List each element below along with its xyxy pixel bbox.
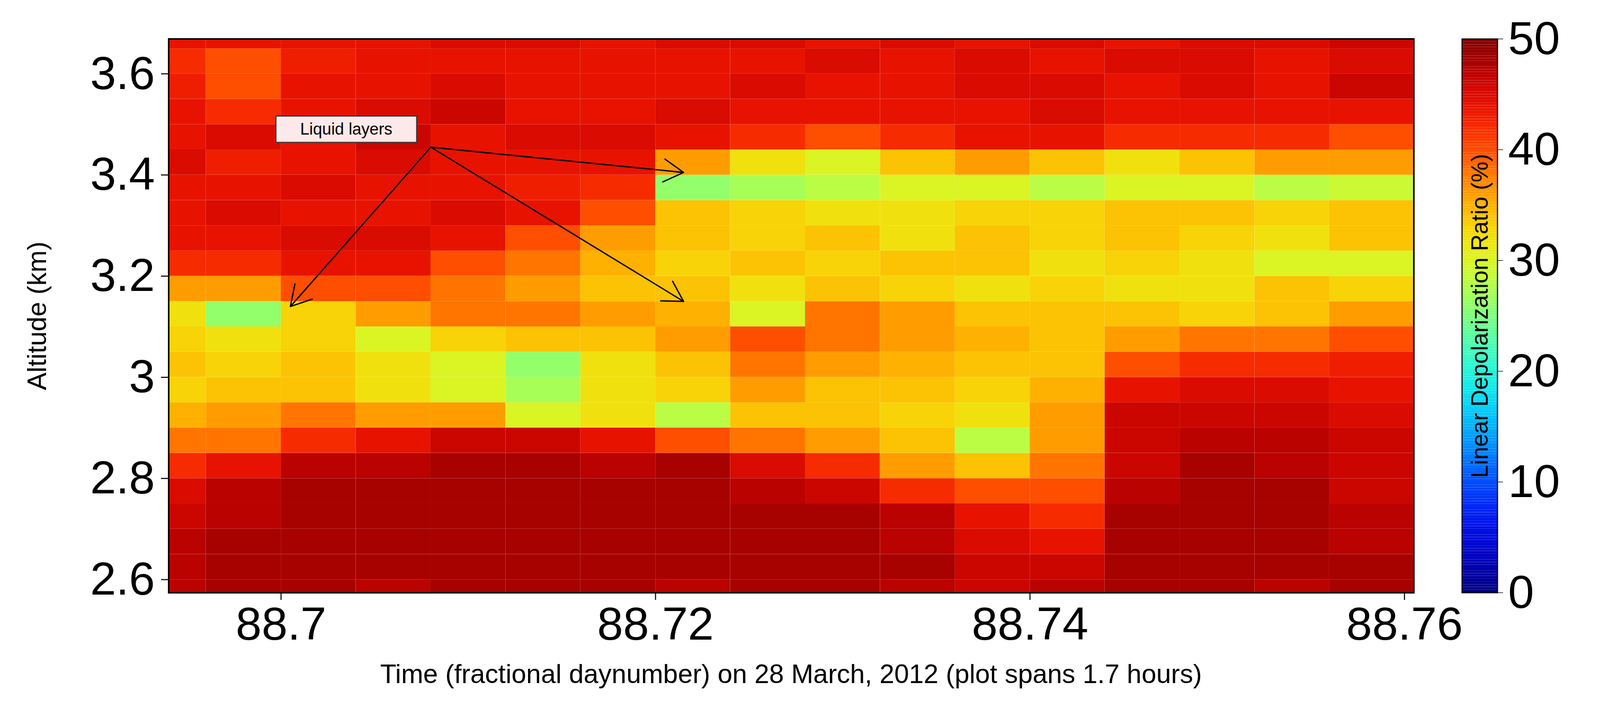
svg-text:3.4: 3.4 [90,147,155,200]
html-text:Linear Depolarization Ratio (%: Linear Depolarization Ratio (%) [1466,153,1493,478]
svg-text:88.72: 88.72 [597,596,714,650]
svg-text:10: 10 [1508,454,1561,507]
html-text:Time (fractional daynumber) on: Time (fractional daynumber) on 28 March,… [380,658,1202,689]
svg-text:3: 3 [129,349,156,402]
svg-text:50: 50 [1508,11,1561,65]
svg-text:20: 20 [1508,343,1561,397]
svg-text:3.6: 3.6 [90,46,155,100]
svg-text:88.76: 88.76 [1346,596,1463,650]
svg-text:Liquid layers: Liquid layers [300,119,393,139]
svg-text:40: 40 [1508,122,1561,175]
svg-text:0: 0 [1508,565,1535,618]
svg-text:30: 30 [1508,233,1561,286]
svg-text:88.74: 88.74 [971,596,1089,650]
html-text:Altitude (km): Altitude (km) [22,241,52,390]
svg-text:3.2: 3.2 [90,248,155,301]
svg-text:2.8: 2.8 [90,450,155,504]
svg-text:2.6: 2.6 [90,551,155,605]
svg-text:88.7: 88.7 [235,596,327,650]
